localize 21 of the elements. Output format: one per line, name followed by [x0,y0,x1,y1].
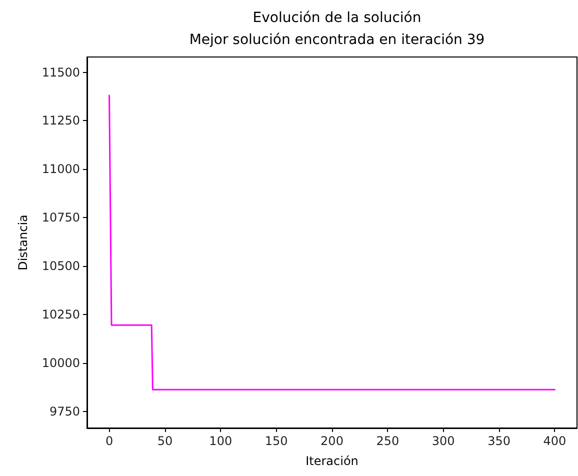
x-tick-label: 250 [376,434,400,448]
y-tick-label: 11500 [42,65,80,80]
y-tick-label: 11000 [42,162,80,176]
y-tick-label: 10000 [42,356,80,370]
y-tick-label: 10500 [42,259,80,274]
x-axis-title: Iteración [306,454,358,468]
x-tick-label: 50 [157,434,173,448]
x-tick-label: 350 [488,434,510,448]
x-tick-label: 400 [543,434,566,448]
x-tick-label: 200 [320,434,344,448]
x-tick-label: 150 [264,434,288,448]
y-tick-label: 10250 [42,307,80,322]
y-tick-label: 11250 [42,114,80,128]
y-tick-label: 9750 [49,404,80,418]
x-tick-label: 0 [105,434,114,448]
y-tick-label: 10750 [42,210,80,225]
x-tick-label: 300 [432,434,455,448]
chart-subtitle: Mejor solución encontrada en iteración 39 [189,32,485,48]
y-axis-title: Distancia [16,214,30,270]
chart-title: Evolución de la solución [252,10,422,26]
x-tick-label: 100 [209,434,232,448]
